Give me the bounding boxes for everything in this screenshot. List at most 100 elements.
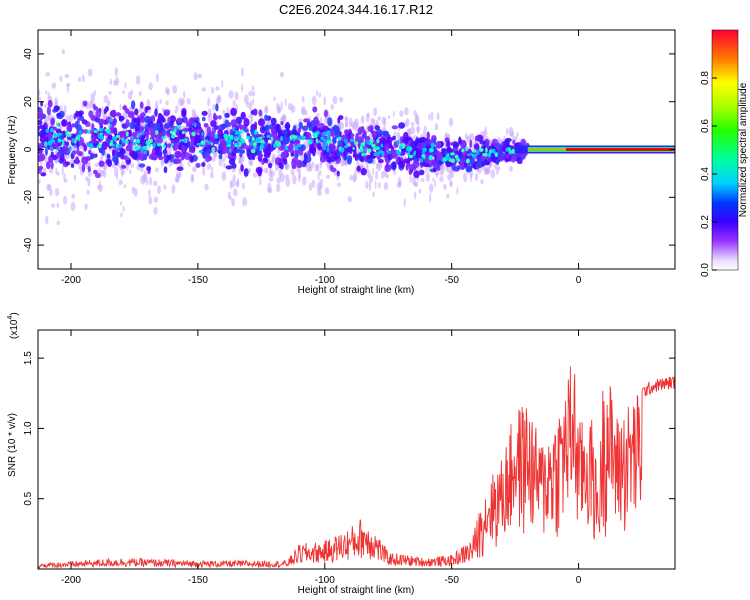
spectrogram-blob [350, 121, 356, 128]
spectrogram-blob [193, 122, 197, 128]
spectrogram-blob [491, 138, 498, 146]
spectrogram-frame [37, 29, 676, 270]
spectrogram-blob [78, 129, 83, 135]
spectrogram-blob [61, 140, 65, 146]
spectrogram-blob [130, 163, 135, 168]
spectrogram-blob [95, 109, 102, 119]
spectrogram-blob [114, 67, 119, 77]
spectrogram-blob [152, 123, 158, 131]
spectrogram-blob [74, 121, 79, 129]
spectrogram-blob [148, 143, 152, 147]
spectrogram-blob [243, 118, 250, 127]
spectrogram-blob [189, 155, 194, 163]
spectrogram-blob [120, 212, 123, 218]
spectrogram-blob [240, 111, 246, 120]
spectrogram-blob [224, 119, 230, 128]
spectrogram-blob [226, 144, 232, 147]
spectrogram-blob [186, 98, 191, 105]
spectrogram-blob [276, 177, 282, 184]
spectrogram-blob [171, 184, 176, 194]
spectrogram-blob [368, 181, 372, 192]
spectrogram-blob [222, 163, 227, 168]
spectrogram-blob [162, 148, 168, 155]
spectrogram-blob [192, 166, 197, 173]
spectrogram-blob [175, 158, 182, 164]
spectrogram-blob [76, 147, 80, 156]
spectrogram-blob [257, 168, 263, 177]
spectrogram-blob [44, 116, 50, 124]
spectrogram-blob [109, 124, 113, 128]
spectrogram-blob [253, 108, 258, 116]
spectrogram-blob [122, 205, 125, 212]
spectrogram-blob [512, 139, 516, 145]
spectrogram-xtick-label: 0 [576, 275, 582, 286]
spectrogram-blob [492, 148, 496, 155]
spectrogram-blob [465, 146, 469, 152]
spectrogram-blob [418, 169, 425, 176]
spectrogram-blob [152, 142, 156, 149]
spectrogram-blob [303, 159, 308, 165]
spectrogram-blob [229, 158, 236, 166]
spectrogram-blob [284, 145, 289, 151]
spectrogram-blob [281, 130, 288, 135]
spectrogram-blob [484, 166, 489, 175]
spectrogram-blob [66, 84, 69, 94]
spectrogram-blob [159, 98, 162, 105]
spectrogram-blob [197, 73, 203, 79]
spectrogram-blob [426, 131, 430, 140]
spectrogram-blob [215, 86, 220, 91]
spectrogram-blob [116, 173, 119, 180]
spectrogram-blob [189, 148, 194, 153]
spectrogram-blob [285, 177, 291, 188]
spectrogram-blob [405, 118, 410, 127]
spectrogram-blob [234, 91, 239, 101]
spectrogram-blob [181, 130, 185, 135]
spectrogram-blob [326, 130, 331, 136]
spectrogram-blob [115, 143, 119, 149]
spectrogram-blob [45, 90, 48, 95]
spectrogram-blob [437, 152, 443, 160]
spectrogram-blob [98, 160, 105, 167]
spectrogram-blob [448, 117, 454, 127]
spectrogram-blob [63, 172, 66, 182]
snr-plot-area [38, 330, 675, 569]
spectrogram-blob [377, 116, 381, 121]
spectrogram-blob [190, 138, 194, 147]
spectrogram-blob [50, 151, 54, 158]
spectrogram-blob [479, 140, 486, 145]
spectrogram-blob [317, 188, 321, 197]
spectrogram-blob [267, 182, 272, 193]
spectrogram-blob [145, 132, 149, 142]
spectrogram-blob [44, 148, 49, 156]
spectrogram-blob [64, 161, 71, 166]
spectrogram-blob [201, 162, 206, 167]
spectrogram-blob [169, 130, 174, 135]
spectrogram-blob [421, 154, 426, 158]
spectrogram-blob [468, 156, 476, 166]
spectrogram-blob [56, 202, 60, 208]
spectrogram-blob [375, 163, 379, 170]
spectrogram-blob [343, 145, 349, 149]
spectrogram-blob [410, 122, 415, 127]
spectrogram-blob [55, 122, 59, 127]
spectrogram-blob [211, 166, 214, 175]
spectrogram-blob [440, 163, 446, 174]
spectrogram-blob [354, 141, 359, 146]
spectrogram-blob [268, 162, 273, 169]
spectrogram-blob [347, 157, 352, 165]
spectrogram-blob [488, 149, 493, 154]
spectrogram-blob [75, 156, 80, 165]
spectrogram-blob [162, 144, 167, 149]
snr-scale-factor: (x104) [7, 312, 20, 339]
spectrogram-blob [65, 115, 70, 121]
spectrogram-blob [210, 120, 217, 128]
spectrogram-blob [221, 79, 224, 88]
spectrogram-blob [202, 116, 206, 122]
spectrogram-blob [84, 203, 88, 210]
spectrogram-blob [448, 168, 453, 175]
spectrogram-blob [252, 141, 257, 147]
spectrogram-blob [109, 118, 114, 122]
spectrogram-blob [191, 174, 194, 182]
spectrogram-blob [86, 142, 90, 147]
spectrogram-blob [301, 106, 306, 116]
